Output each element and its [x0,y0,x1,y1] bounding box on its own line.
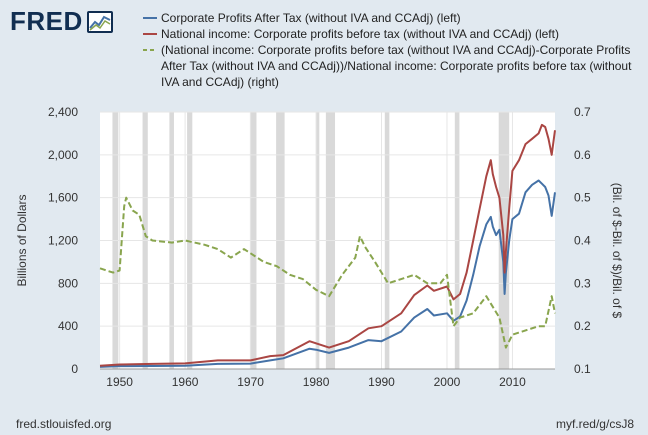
y-tick-label-left: 1,200 [48,234,78,248]
x-tick-label: 1970 [237,375,264,389]
series-line-profits-after-tax [99,179,556,368]
x-tick-label: 1960 [172,375,199,389]
x-tick-label: 1950 [106,375,133,389]
y-axis-title-left: Billions of Dollars [15,194,29,286]
x-tick-label: 2010 [499,375,526,389]
y-tick-label-right: 0.4 [574,234,591,248]
x-tick-label: 2000 [434,375,461,389]
short-link[interactable]: myf.red/g/csJ8 [555,417,634,431]
series-line-profits-before-tax [99,123,556,367]
y-tick-label-left: 2,000 [48,148,78,162]
legend-item-profits-before-tax[interactable]: National income: Corporate profits befor… [143,26,643,42]
legend-item-tax-ratio[interactable]: (National income: Corporate profits befo… [143,42,643,90]
y-tick-label-right: 0.7 [574,105,591,119]
legend-label-tax-ratio: (National income: Corporate profits befo… [161,43,632,89]
legend-swatch-profits-after-tax [143,17,157,19]
legend-swatch-profits-before-tax [143,33,157,35]
fred-logo-text: FRED [10,6,83,36]
y-axis-title-right: (Bil. of $-Bil. of $)/Bil. of $ [610,183,624,319]
legend-label-profits-before-tax: National income: Corporate profits befor… [161,27,559,41]
y-tick-label-right: 0.3 [574,276,591,290]
source-link[interactable]: fred.stlouisfed.org [16,417,112,431]
y-tick-label-right: 0.2 [574,319,591,333]
fred-logo[interactable]: FRED [10,6,113,37]
y-tick-label-right: 0.5 [574,191,591,205]
chart-legend: Corporate Profits After Tax (without IVA… [143,10,643,90]
series-line-tax-ratio [99,196,556,349]
y-tick-label-left: 400 [58,319,78,333]
legend-swatch-tax-ratio [143,49,157,51]
y-tick-label-left: 1,600 [48,191,78,205]
y-tick-label-left: 800 [58,276,78,290]
fred-chart-icon [86,10,113,33]
legend-item-profits-after-tax[interactable]: Corporate Profits After Tax (without IVA… [143,10,643,26]
legend-label-profits-after-tax: Corporate Profits After Tax (without IVA… [161,11,461,25]
y-tick-label-right: 0.1 [574,362,591,376]
x-tick-label: 1990 [368,375,395,389]
x-tick-label: 1980 [303,375,330,389]
y-tick-label-right: 0.6 [574,148,591,162]
y-tick-label-left: 2,400 [48,105,78,119]
y-tick-label-left: 0 [71,362,78,376]
